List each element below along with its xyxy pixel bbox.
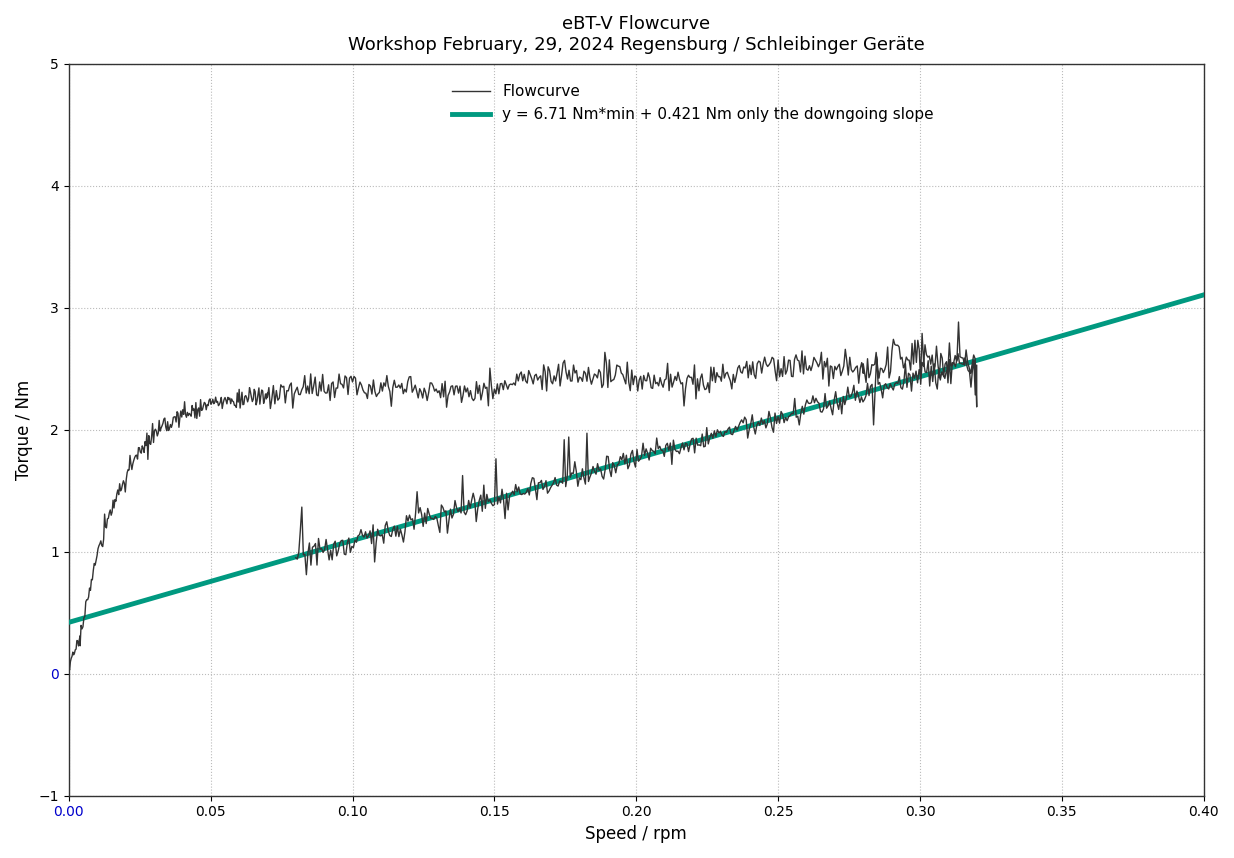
Legend: Flowcurve, y = 6.71 Nm*min + 0.421 Nm only the downgoing slope: Flowcurve, y = 6.71 Nm*min + 0.421 Nm on…	[445, 78, 940, 128]
Flowcurve	[868, 360, 882, 370]
Flowcurve	[62, 662, 77, 672]
X-axis label: Speed / rpm: Speed / rpm	[585, 825, 687, 843]
Flowcurve	[810, 358, 824, 368]
Flowcurve	[966, 350, 981, 360]
Title: eBT-V Flowcurve
Workshop February, 29, 2024 Regensburg / Schleibinger Geräte: eBT-V Flowcurve Workshop February, 29, 2…	[348, 15, 924, 54]
Y-axis label: Torque / Nm: Torque / Nm	[15, 379, 33, 480]
Flowcurve	[289, 553, 304, 563]
Flowcurve	[955, 353, 970, 363]
Flowcurve	[539, 386, 554, 396]
Line: Flowcurve: Flowcurve	[69, 322, 976, 670]
Flowcurve	[951, 317, 966, 327]
Flowcurve	[62, 665, 77, 675]
Flowcurve	[505, 379, 520, 390]
